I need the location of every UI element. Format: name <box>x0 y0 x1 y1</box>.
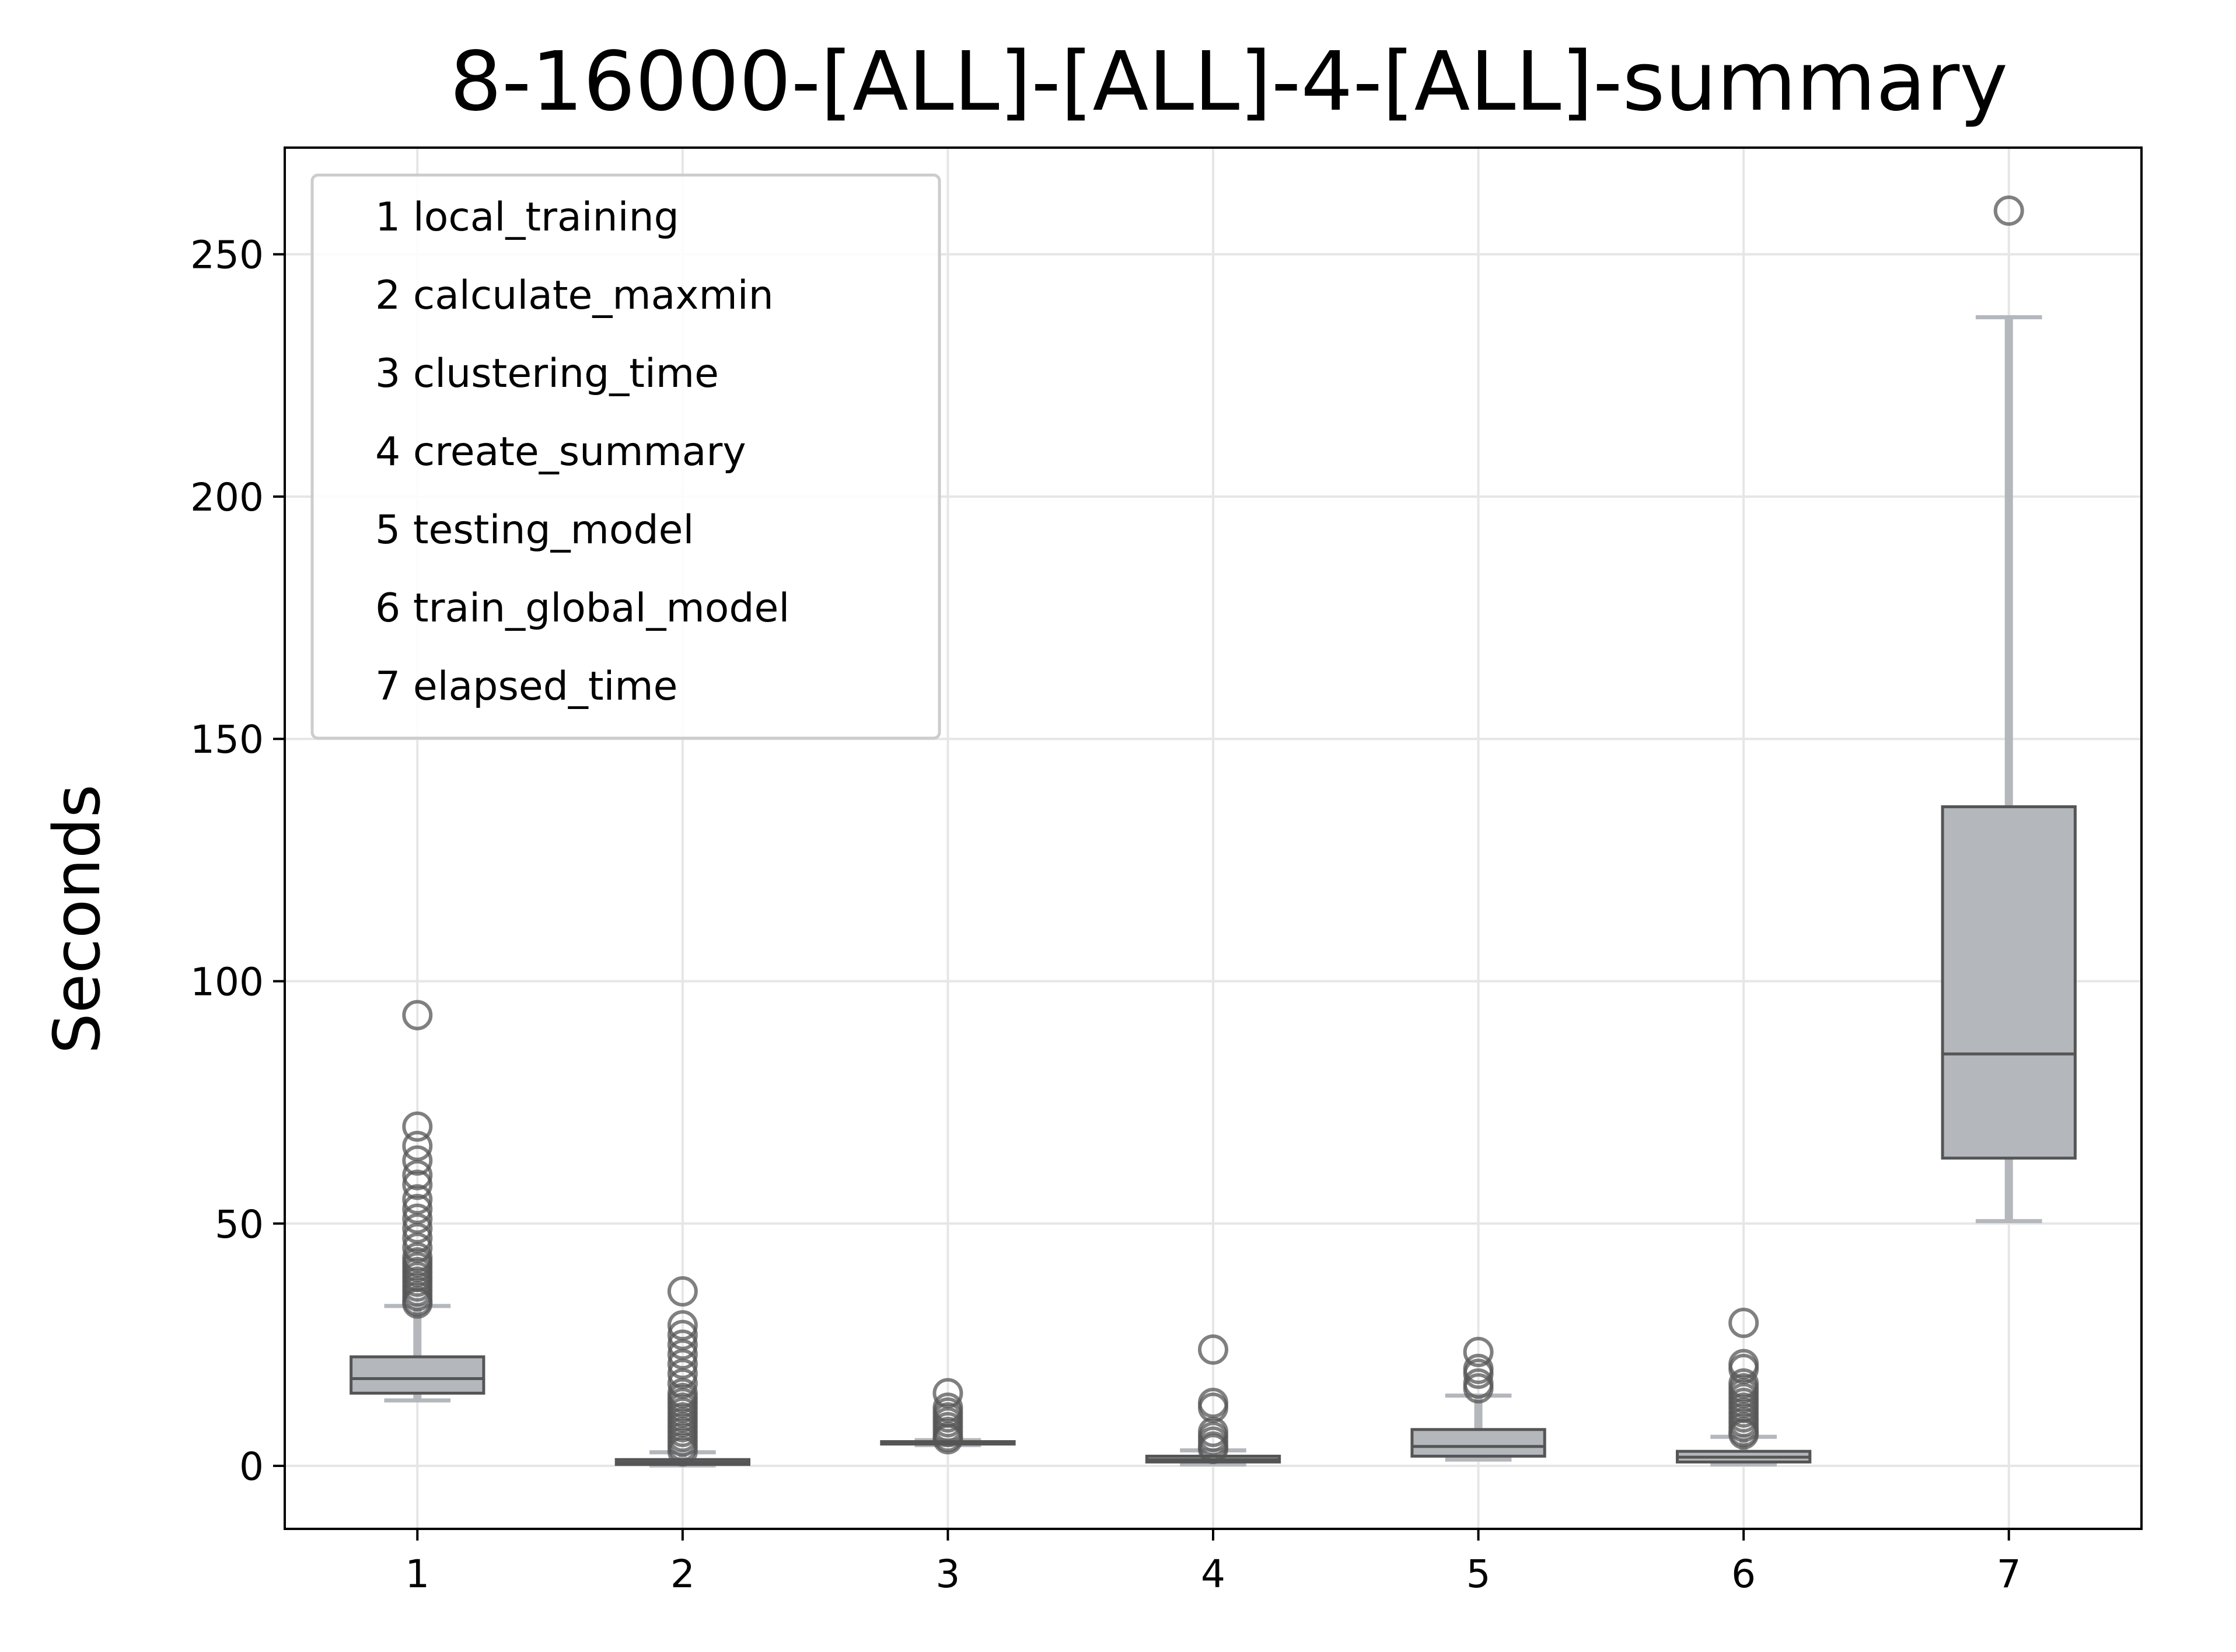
box-group <box>1941 195 2077 1224</box>
outlier-point <box>667 1368 698 1399</box>
outlier-point <box>402 1159 433 1190</box>
box-group <box>350 1000 485 1403</box>
outlier-point <box>1728 1349 1759 1379</box>
y-tick-label: 100 <box>190 960 264 1005</box>
x-axis-ticks: 1 2 3 4 5 6 7 <box>405 1529 2021 1597</box>
outlier-point <box>667 1329 698 1360</box>
outlier-point <box>402 1242 433 1273</box>
outlier-point <box>402 1145 433 1176</box>
y-tick-label: 150 <box>190 717 264 762</box>
outlier-point <box>1728 1368 1759 1399</box>
outlier-point <box>1198 1416 1228 1447</box>
outlier-point <box>402 1193 433 1224</box>
outlier-point <box>667 1378 698 1409</box>
box-iqr <box>350 1355 485 1395</box>
outlier-point <box>1198 1388 1228 1419</box>
outlier-point <box>1198 1334 1228 1365</box>
legend-entry: 2 calculate_maxmin <box>375 273 774 319</box>
outlier-point <box>1463 1336 1494 1367</box>
box-group <box>614 1276 750 1468</box>
outlier-point <box>1463 1368 1494 1399</box>
y-tick-label: 50 <box>215 1202 264 1247</box>
y-tick-label: 0 <box>239 1444 264 1489</box>
outlier-point <box>402 1130 433 1161</box>
box-group <box>1676 1308 1812 1467</box>
y-axis-label: Seconds <box>40 784 114 1054</box>
outlier-point <box>932 1392 963 1423</box>
legend-entry: 7 elapsed_time <box>375 663 678 710</box>
legend-entry: 1 local_training <box>375 194 679 240</box>
box-iqr <box>1410 1428 1546 1458</box>
y-axis-ticks: 0 50 100 150 200 250 <box>190 233 285 1489</box>
outlier-point <box>1463 1353 1494 1384</box>
x-tick-label: 6 <box>1731 1552 1756 1597</box>
box-group <box>1410 1336 1546 1462</box>
outlier-point <box>667 1310 698 1341</box>
outlier-point <box>402 1169 433 1200</box>
outlier-point <box>402 1000 433 1031</box>
outlier-point <box>402 1223 433 1253</box>
y-tick-label: 200 <box>190 475 264 520</box>
outlier-point <box>1728 1308 1759 1339</box>
x-tick-label: 2 <box>670 1552 695 1597</box>
box-series <box>350 195 2077 1468</box>
x-tick-label: 7 <box>1997 1552 2021 1597</box>
outlier-point <box>932 1378 963 1409</box>
outlier-point <box>667 1339 698 1370</box>
legend-entry: 6 train_global_model <box>375 585 789 631</box>
outlier-point <box>402 1232 433 1263</box>
outlier-point <box>667 1276 698 1307</box>
outlier-point <box>402 1203 433 1234</box>
box-group <box>1145 1334 1281 1467</box>
legend-frame <box>310 173 941 740</box>
x-tick-label: 1 <box>405 1552 429 1597</box>
x-tick-label: 5 <box>1466 1552 1491 1597</box>
y-tick-label: 250 <box>190 233 264 278</box>
outlier-point <box>667 1319 698 1350</box>
outlier-point <box>667 1349 698 1379</box>
legend-entry: 5 testing_model <box>375 507 694 553</box>
outlier-point <box>1993 195 2024 226</box>
outlier-point <box>402 1184 433 1215</box>
legend-entry: 4 create_summary <box>375 429 746 475</box>
chart-title: 8-16000-[ALL]-[ALL]-4-[ALL]-summary <box>450 34 2008 130</box>
box-iqr <box>1941 805 2077 1160</box>
box-group <box>880 1378 1016 1455</box>
x-tick-label: 4 <box>1201 1552 1225 1597</box>
outlier-point <box>667 1358 698 1389</box>
legend-entry: 3 clustering_time <box>375 351 719 397</box>
outlier-point <box>402 1111 433 1142</box>
outlier-point <box>402 1213 433 1244</box>
legend: 1 local_training 2 calculate_maxmin 3 clus… <box>310 173 941 740</box>
x-tick-label: 3 <box>935 1552 960 1597</box>
